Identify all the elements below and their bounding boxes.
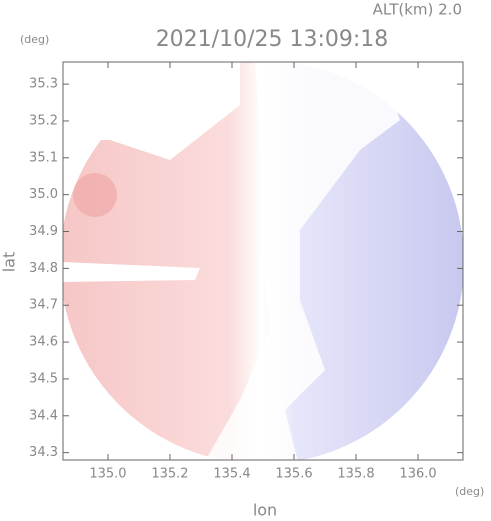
y-axis-label: lat	[0, 252, 19, 273]
y-tick-label: 34.9	[29, 224, 58, 239]
x-tick-label: 135.0	[89, 467, 126, 482]
radar-field	[63, 62, 463, 460]
x-axis-label: lon	[253, 501, 277, 520]
y-tick-label: 34.8	[29, 261, 58, 276]
x-tick-label: 135.4	[213, 467, 250, 482]
x-unit: (deg)	[455, 485, 484, 498]
y-tick-label: 35.0	[29, 187, 58, 202]
x-tick-label: 136.0	[399, 467, 436, 482]
y-tick-label: 34.7	[29, 298, 58, 313]
y-tick-label: 34.3	[29, 445, 58, 460]
x-tick-label: 135.6	[275, 467, 312, 482]
y-tick-label: 35.3	[29, 77, 58, 92]
y-tick-label: 34.5	[29, 371, 58, 386]
y-tick-label: 35.2	[29, 113, 58, 128]
altitude-label: ALT(km) 2.0	[373, 1, 462, 19]
plot-frame	[62, 61, 464, 461]
x-tick-label: 135.2	[151, 467, 188, 482]
y-tick-label: 34.6	[29, 335, 58, 350]
y-unit: (deg)	[20, 33, 49, 46]
chart-title: 2021/10/25 13:09:18	[156, 27, 389, 52]
x-tick-label: 135.8	[337, 467, 374, 482]
y-tick-label: 34.4	[29, 408, 58, 423]
y-tick-label: 35.1	[29, 150, 58, 165]
